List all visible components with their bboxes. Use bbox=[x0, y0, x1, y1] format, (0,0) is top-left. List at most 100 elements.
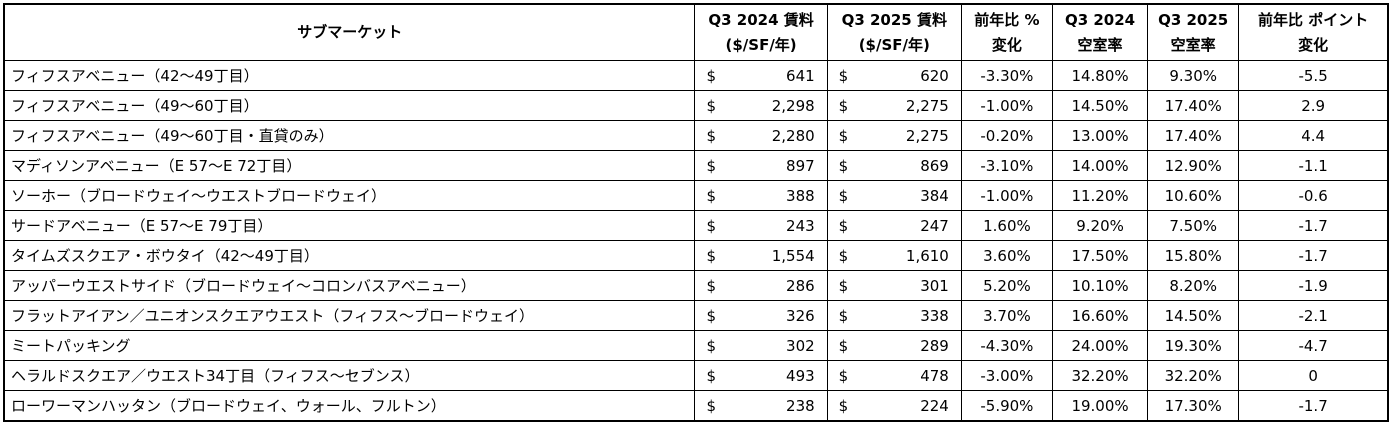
rent-2025-cell: $620 bbox=[826, 60, 962, 91]
rent-2025-value: 301 bbox=[920, 276, 949, 295]
point-change-value: -1.9 bbox=[1238, 270, 1389, 301]
table-row: ローワーマンハッタン（ブロードウェイ、ウォール、フルトン） $238 $224 … bbox=[3, 390, 1389, 422]
currency-symbol: $ bbox=[706, 366, 717, 385]
vacancy-2024-value: 14.50% bbox=[1051, 90, 1149, 121]
vacancy-2024-value: 11.20% bbox=[1051, 180, 1149, 211]
rent-2025-value: 478 bbox=[920, 366, 949, 385]
currency-symbol: $ bbox=[838, 276, 849, 295]
table-row: フィフスアベニュー（49～60丁目・直貸のみ） $2,280 $2,275 -0… bbox=[3, 120, 1389, 151]
rent-2024-cell: $243 bbox=[694, 210, 828, 241]
submarket-name: ソーホー（ブロードウェイ～ウエストブロードウェイ） bbox=[3, 180, 696, 211]
currency-symbol: $ bbox=[706, 276, 717, 295]
rent-2025-cell: $301 bbox=[826, 270, 962, 301]
currency-symbol: $ bbox=[838, 186, 849, 205]
currency-symbol: $ bbox=[838, 396, 849, 415]
currency-symbol: $ bbox=[838, 246, 849, 265]
point-change-value: -1.7 bbox=[1238, 210, 1389, 241]
rent-2024-cell: $1,554 bbox=[694, 240, 828, 271]
rent-2024-cell: $897 bbox=[694, 150, 828, 181]
rent-2024-value: 897 bbox=[786, 156, 815, 175]
vacancy-2025-value: 14.50% bbox=[1147, 300, 1240, 331]
pct-change-value: -3.10% bbox=[960, 150, 1053, 181]
vacancy-2024-value: 17.50% bbox=[1051, 240, 1149, 271]
rent-2025-cell: $478 bbox=[826, 360, 962, 391]
table-row: ソーホー（ブロードウェイ～ウエストブロードウェイ） $388 $384 -1.0… bbox=[3, 180, 1389, 211]
rent-2024-cell: $2,280 bbox=[694, 120, 828, 151]
rent-2024-cell: $238 bbox=[694, 390, 828, 422]
table-row: サードアベニュー（E 57～E 79丁目） $243 $247 1.60% 9.… bbox=[3, 210, 1389, 241]
submarket-name: ローワーマンハッタン（ブロードウェイ、ウォール、フルトン） bbox=[3, 390, 696, 422]
header-line: Q3 2024 賃料 bbox=[708, 10, 814, 29]
header-line: Q3 2025 bbox=[1158, 10, 1229, 29]
rent-2024-cell: $493 bbox=[694, 360, 828, 391]
vacancy-2024-value: 14.80% bbox=[1051, 60, 1149, 91]
currency-symbol: $ bbox=[706, 216, 717, 235]
header-line: Q3 2024 bbox=[1064, 10, 1136, 29]
rent-2025-cell: $384 bbox=[826, 180, 962, 211]
vacancy-2024-value: 9.20% bbox=[1051, 210, 1149, 241]
header-vacancy-2025: Q3 2025 空室率 bbox=[1147, 3, 1240, 61]
vacancy-2024-value: 16.60% bbox=[1051, 300, 1149, 331]
rent-2024-value: 493 bbox=[786, 366, 815, 385]
rent-2025-value: 338 bbox=[920, 306, 949, 325]
currency-symbol: $ bbox=[706, 126, 717, 145]
submarket-name: フィフスアベニュー（49～60丁目） bbox=[3, 90, 696, 121]
pct-change-value: -1.00% bbox=[960, 180, 1053, 211]
rent-2025-value: 384 bbox=[920, 186, 949, 205]
vacancy-2025-value: 17.40% bbox=[1147, 90, 1240, 121]
table-row: フィフスアベニュー（42～49丁目） $641 $620 -3.30% 14.8… bbox=[3, 60, 1389, 91]
vacancy-2025-value: 19.30% bbox=[1147, 330, 1240, 361]
vacancy-2025-value: 12.90% bbox=[1147, 150, 1240, 181]
vacancy-2025-value: 7.50% bbox=[1147, 210, 1240, 241]
currency-symbol: $ bbox=[706, 396, 717, 415]
rent-2025-value: 289 bbox=[920, 336, 949, 355]
rent-2024-value: 2,280 bbox=[771, 126, 815, 145]
rent-2024-cell: $286 bbox=[694, 270, 828, 301]
pct-change-value: -3.30% bbox=[960, 60, 1053, 91]
submarket-name: フィフスアベニュー（49～60丁目・直貸のみ） bbox=[3, 120, 696, 151]
pct-change-value: -1.00% bbox=[960, 90, 1053, 121]
header-line: Q3 2025 賃料 bbox=[841, 10, 947, 29]
currency-symbol: $ bbox=[706, 246, 717, 265]
table-row: フラットアイアン／ユニオンスクエアウエスト（フィフス～ブロードウェイ） $326… bbox=[3, 300, 1389, 331]
vacancy-2024-value: 24.00% bbox=[1051, 330, 1149, 361]
rent-2024-cell: $388 bbox=[694, 180, 828, 211]
rent-2024-value: 302 bbox=[786, 336, 815, 355]
submarket-name: サードアベニュー（E 57～E 79丁目） bbox=[3, 210, 696, 241]
table-row: ミートパッキング $302 $289 -4.30% 24.00% 19.30% … bbox=[3, 330, 1389, 361]
header-pct-change: 前年比 % 変化 bbox=[960, 3, 1053, 61]
rent-2025-value: 247 bbox=[920, 216, 949, 235]
rent-2024-value: 641 bbox=[786, 66, 815, 85]
currency-symbol: $ bbox=[706, 96, 717, 115]
rent-2025-cell: $224 bbox=[826, 390, 962, 422]
vacancy-2024-value: 14.00% bbox=[1051, 150, 1149, 181]
header-submarket: サブマーケット bbox=[3, 3, 696, 61]
header-line: ($/SF/年) bbox=[858, 35, 930, 54]
vacancy-2025-value: 32.20% bbox=[1147, 360, 1240, 391]
rent-2024-value: 326 bbox=[786, 306, 815, 325]
rent-2025-cell: $869 bbox=[826, 150, 962, 181]
rent-2024-value: 286 bbox=[786, 276, 815, 295]
currency-symbol: $ bbox=[838, 66, 849, 85]
rent-2025-value: 620 bbox=[920, 66, 949, 85]
rent-2025-cell: $289 bbox=[826, 330, 962, 361]
currency-symbol: $ bbox=[706, 66, 717, 85]
submarket-name: タイムズスクエア・ボウタイ（42～49丁目） bbox=[3, 240, 696, 271]
table-row: フィフスアベニュー（49～60丁目） $2,298 $2,275 -1.00% … bbox=[3, 90, 1389, 121]
currency-symbol: $ bbox=[838, 336, 849, 355]
vacancy-2025-value: 8.20% bbox=[1147, 270, 1240, 301]
point-change-value: -5.5 bbox=[1238, 60, 1389, 91]
rent-2024-value: 388 bbox=[786, 186, 815, 205]
point-change-value: -1.7 bbox=[1238, 390, 1389, 422]
vacancy-2025-value: 15.80% bbox=[1147, 240, 1240, 271]
submarket-name: フラットアイアン／ユニオンスクエアウエスト（フィフス～ブロードウェイ） bbox=[3, 300, 696, 331]
rent-2025-cell: $2,275 bbox=[826, 90, 962, 121]
rent-2024-value: 238 bbox=[786, 396, 815, 415]
submarket-name: マディソンアベニュー（E 57～E 72丁目） bbox=[3, 150, 696, 181]
header-line: 空室率 bbox=[1170, 35, 1216, 54]
submarket-name: アッパーウエストサイド（ブロードウェイ～コロンバスアベニュー） bbox=[3, 270, 696, 301]
header-vacancy-2024: Q3 2024 空室率 bbox=[1051, 3, 1149, 61]
vacancy-2025-value: 10.60% bbox=[1147, 180, 1240, 211]
table-row: アッパーウエストサイド（ブロードウェイ～コロンバスアベニュー） $286 $30… bbox=[3, 270, 1389, 301]
rent-2024-value: 1,554 bbox=[771, 246, 815, 265]
